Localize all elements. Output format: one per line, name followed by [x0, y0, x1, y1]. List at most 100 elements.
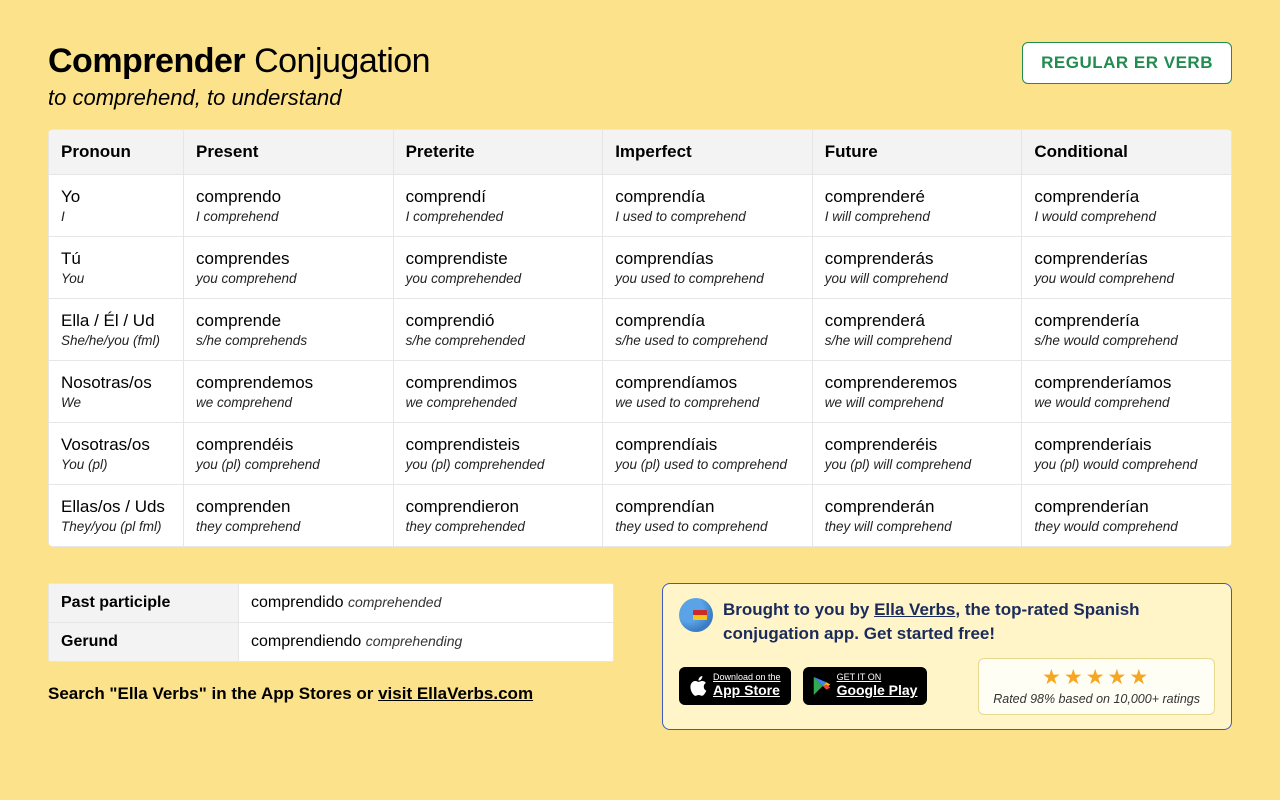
conjugation-form: comprendíais: [615, 435, 800, 455]
table-row: Ellas/os / UdsThey/you (pl fml)comprende…: [49, 485, 1232, 547]
past-participle-label: Past participle: [49, 584, 239, 623]
form-value: comprendido: [251, 594, 344, 611]
promo-text: Brought to you by Ella Verbs, the top-ra…: [723, 598, 1215, 646]
globe-flag-icon: [679, 598, 713, 632]
forms-column: Past participle comprendido comprehended…: [48, 583, 614, 704]
conjugation-cell: comprendieronthey comprehended: [393, 485, 603, 547]
conjugation-cell: comprenderías you would comprehend: [1022, 237, 1232, 299]
pronoun-cell: Vosotras/osYou (pl): [49, 423, 184, 485]
promo-link[interactable]: Ella Verbs: [874, 600, 955, 619]
pronoun-sub: You (pl): [61, 457, 171, 472]
google-play-text: GET IT ON Google Play: [837, 673, 918, 698]
conjugation-form: comprendía: [615, 187, 800, 207]
conjugation-translation: I used to comprehend: [615, 209, 800, 224]
conjugation-cell: comprendíamoswe used to comprehend: [603, 361, 813, 423]
conjugation-cell: comprendía I used to comprehend: [603, 175, 813, 237]
conjugation-translation: we would comprehend: [1034, 395, 1219, 410]
search-note-text: Search "Ella Verbs" in the App Stores or: [48, 684, 378, 703]
star-icons: ★★★★★: [993, 665, 1200, 690]
conjugation-form: comprenderíamos: [1034, 373, 1219, 393]
conjugation-translation: we used to comprehend: [615, 395, 800, 410]
conjugation-form: comprenderéis: [825, 435, 1010, 455]
conjugation-translation: you used to comprehend: [615, 271, 800, 286]
conjugation-translation: s/he comprehended: [406, 333, 591, 348]
conjugation-cell: comprendíanthey used to comprehend: [603, 485, 813, 547]
conjugation-translation: you comprehend: [196, 271, 381, 286]
conjugation-translation: you would comprehend: [1034, 271, 1219, 286]
pronoun-cell: Nosotras/osWe: [49, 361, 184, 423]
pronoun-sub: I: [61, 209, 171, 224]
conjugation-form: comprendimos: [406, 373, 591, 393]
conjugation-cell: comprenderíamos we would comprehend: [1022, 361, 1232, 423]
promo-top: Brought to you by Ella Verbs, the top-ra…: [679, 598, 1215, 646]
conjugation-form: comprendió: [406, 311, 591, 331]
header: Comprender Conjugation to comprehend, to…: [48, 42, 1232, 111]
conjugation-cell: comprendisteisyou (pl) comprehended: [393, 423, 603, 485]
table-row: TúYoucomprendesyou comprehendcomprendist…: [49, 237, 1232, 299]
store-small-text: Download on the: [713, 672, 781, 682]
verb-type-badge: REGULAR ER VERB: [1022, 42, 1232, 84]
conjugation-cell: comprendoI comprehend: [184, 175, 394, 237]
conjugation-cell: comprenderéI will comprehend: [812, 175, 1022, 237]
conjugation-form: comprendiste: [406, 249, 591, 269]
conjugation-form: comprendieron: [406, 497, 591, 517]
conjugation-form: comprenderemos: [825, 373, 1010, 393]
conjugation-translation: you (pl) comprehend: [196, 457, 381, 472]
store-small-text: GET IT ON: [837, 672, 882, 682]
pronoun-main: Ellas/os / Uds: [61, 497, 171, 517]
table-row: Yo IcomprendoI comprehend comprendí I compr…: [49, 175, 1232, 237]
conjugation-cell: comprendimoswe comprehended: [393, 361, 603, 423]
conjugation-translation: I comprehended: [406, 209, 591, 224]
rating-box: ★★★★★ Rated 98% based on 10,000+ ratings: [978, 658, 1215, 715]
conjugation-form: comprenderías: [1034, 249, 1219, 269]
conjugation-form: comprendisteis: [406, 435, 591, 455]
form-translation: comprehending: [366, 633, 463, 649]
conjugation-form: comprenden: [196, 497, 381, 517]
past-participle-value: comprendido comprehended: [239, 584, 614, 623]
conjugation-cell: comprenderíaisyou (pl) would comprehend: [1022, 423, 1232, 485]
column-header: Future: [812, 130, 1022, 175]
conjugation-cell: comprenderemoswe will comprehend: [812, 361, 1022, 423]
conjugation-form: comprenderás: [825, 249, 1010, 269]
conjugation-translation: they comprehend: [196, 519, 381, 534]
pronoun-main: Ella / Él / Ud: [61, 311, 171, 331]
conjugation-form: comprendes: [196, 249, 381, 269]
pronoun-sub: You: [61, 271, 171, 286]
column-header: Imperfect: [603, 130, 813, 175]
gerund-label: Gerund: [49, 623, 239, 662]
conjugation-translation: s/he used to comprehend: [615, 333, 800, 348]
promo-before: Brought to you by: [723, 600, 874, 619]
conjugation-cell: comprendió s/he comprehended: [393, 299, 603, 361]
rating-text: Rated 98% based on 10,000+ ratings: [993, 692, 1200, 706]
conjugation-form: comprendí: [406, 187, 591, 207]
conjugation-form: comprenderíais: [1034, 435, 1219, 455]
title-block: Comprender Conjugation to comprehend, to…: [48, 42, 430, 111]
conjugation-translation: they would comprehend: [1034, 519, 1219, 534]
conjugation-form: comprendía: [615, 311, 800, 331]
conjugation-cell: comprenderás you will comprehend: [812, 237, 1022, 299]
column-header: Preterite: [393, 130, 603, 175]
pronoun-main: Yo: [61, 187, 171, 207]
form-value: comprendiendo: [251, 633, 361, 650]
app-store-button[interactable]: Download on the App Store: [679, 667, 791, 705]
pronoun-main: Nosotras/os: [61, 373, 171, 393]
apple-icon: [689, 675, 707, 697]
conjugation-cell: comprendiste you comprehended: [393, 237, 603, 299]
conjugation-form: comprendéis: [196, 435, 381, 455]
table-row: Vosotras/osYou (pl) comprendéis you (pl) c…: [49, 423, 1232, 485]
conjugation-cell: comprenderían they would comprehend: [1022, 485, 1232, 547]
ellaverbs-link[interactable]: visit EllaVerbs.com: [378, 684, 533, 703]
verb-name: Comprender: [48, 42, 245, 80]
store-big-text: Google Play: [837, 683, 918, 698]
conjugation-form: comprendo: [196, 187, 381, 207]
conjugation-form: comprenderán: [825, 497, 1010, 517]
conjugation-form: comprendían: [615, 497, 800, 517]
conjugation-translation: you comprehended: [406, 271, 591, 286]
conjugation-form: comprenderían: [1034, 497, 1219, 517]
conjugation-cell: comprenderías/he would comprehend: [1022, 299, 1232, 361]
conjugation-translation: you will comprehend: [825, 271, 1010, 286]
google-play-button[interactable]: GET IT ON Google Play: [803, 667, 928, 705]
conjugation-table: PronounPresentPreteriteImperfectFutureCo…: [48, 129, 1232, 547]
table-row: Past participle comprendido comprehended: [49, 584, 614, 623]
conjugation-cell: comprendí I comprehended: [393, 175, 603, 237]
